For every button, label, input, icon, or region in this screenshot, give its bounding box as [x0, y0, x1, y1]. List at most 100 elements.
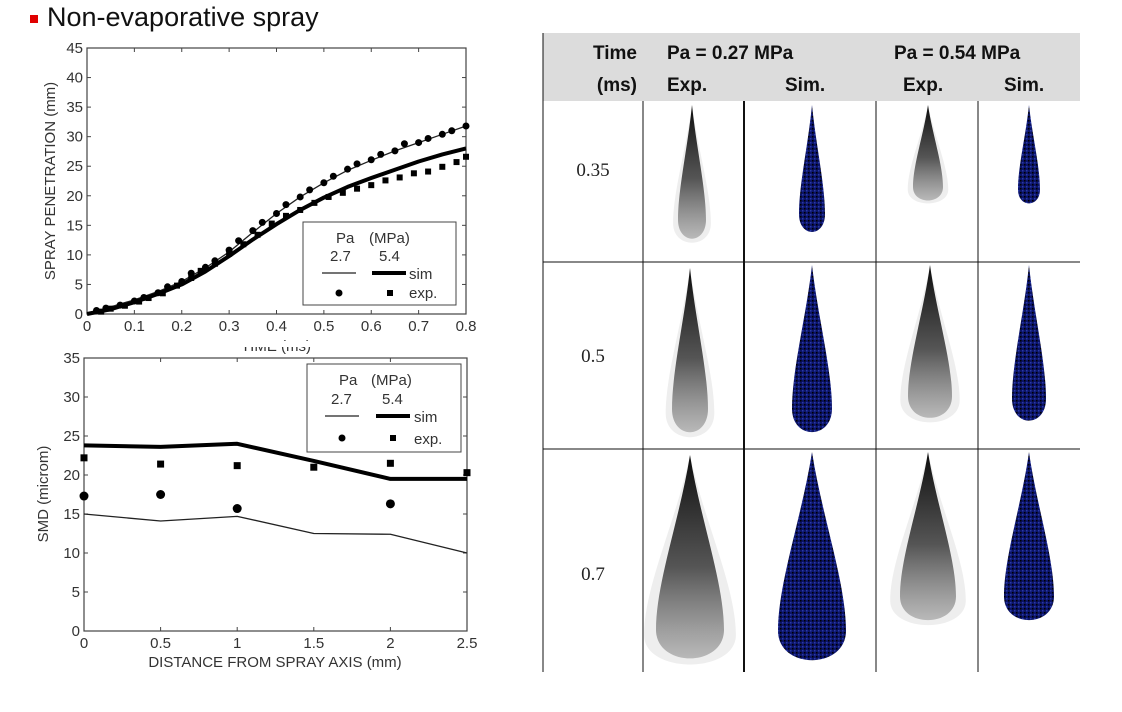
x-tick-label: 1 [233, 635, 241, 652]
data-point-exp-5-4 [121, 302, 128, 309]
data-point-exp-5-4 [157, 460, 165, 468]
data-point-exp-5-4 [310, 463, 318, 471]
header-group-0.54: Pa = 0.54 MPa [894, 43, 1021, 64]
legend: Pa (MPa) 2.7 5.4 sim exp. [306, 363, 462, 453]
data-point-exp-5-4 [325, 193, 332, 200]
data-point-exp-5-4 [311, 199, 318, 206]
data-point-exp-2-7 [448, 127, 456, 135]
data-point-exp-5-4 [354, 185, 361, 192]
y-tick-label: 30 [63, 389, 80, 406]
x-tick-label: 0.1 [124, 318, 145, 335]
data-point-exp-2-7 [353, 160, 361, 168]
header-group-0.27: Pa = 0.27 MPa [667, 43, 794, 64]
data-point-exp-2-7 [156, 490, 166, 499]
sim-spray-image [1004, 452, 1054, 621]
data-point-exp-5-4 [282, 212, 289, 219]
data-point-exp-2-7 [329, 172, 337, 180]
data-point-exp-2-7 [296, 193, 304, 201]
series-line-sim-2-7 [83, 513, 468, 554]
data-point-exp-5-4 [368, 182, 375, 189]
exp-spray-image [908, 265, 952, 418]
data-point-exp-5-4 [233, 462, 241, 470]
data-point-exp-2-7 [424, 134, 432, 142]
data-point-exp-2-7 [377, 150, 385, 158]
sim-spray-image [778, 452, 846, 661]
x-tick-label: 0.2 [171, 318, 192, 335]
data-point-exp-2-7 [462, 122, 470, 130]
x-tick-label: 0.7 [408, 318, 429, 335]
data-point-exp-5-4 [145, 295, 152, 302]
data-point-exp-5-4 [297, 206, 304, 213]
data-point-exp-2-7 [282, 201, 290, 209]
y-tick-label: 15 [63, 506, 80, 523]
y-tick-label: 25 [66, 158, 83, 175]
spray-image-table: Time (ms) Pa = 0.27 MPa Pa = 0.54 MPa Ex… [542, 33, 1080, 672]
y-axis-label: SPRAY PENETRATION (mm) [42, 82, 59, 280]
exp-spray-image [672, 268, 708, 433]
data-point-exp-5-4 [174, 282, 181, 289]
data-point-exp-2-7 [438, 130, 446, 138]
table-header [543, 33, 1080, 101]
sim-spray-image [1012, 265, 1046, 421]
y-tick-label: 35 [66, 99, 83, 116]
sim-spray-image [1018, 105, 1040, 204]
legend: Pa (MPa) 2.7 5.4 sim exp. [302, 221, 457, 306]
data-point-exp-2-7 [79, 491, 89, 501]
y-tick-label: 0 [75, 306, 83, 323]
y-axis-label: SMD (microm) [35, 446, 52, 543]
data-point-exp-5-4 [136, 298, 143, 305]
legend-col2: 5.4 [379, 248, 400, 265]
x-tick-label: 2.5 [457, 635, 478, 652]
data-point-exp-2-7 [306, 186, 314, 194]
data-point-exp-5-4 [80, 454, 88, 462]
data-point-exp-5-4 [159, 290, 166, 297]
x-tick-label: 0 [80, 635, 88, 652]
x-tick-label: 0.4 [266, 318, 287, 335]
y-tick-label: 45 [66, 40, 83, 57]
data-point-exp-2-7 [415, 139, 423, 147]
series-line-sim-5-4 [83, 441, 467, 481]
y-tick-label: 20 [66, 188, 83, 205]
legend-col1: 2.7 [330, 248, 351, 265]
x-tick-label: 0.6 [361, 318, 382, 335]
data-point-exp-5-4 [439, 163, 446, 170]
y-tick-label: 30 [66, 129, 83, 146]
legend-exp: exp. [409, 285, 437, 302]
legend-sim: sim [409, 266, 432, 283]
data-point-exp-5-4 [226, 250, 233, 257]
slide-title: Non-evaporative spray [30, 2, 319, 33]
slide-title-text: Non-evaporative spray [47, 2, 319, 32]
data-point-exp-5-4 [453, 159, 460, 166]
exp-spray-image [678, 105, 706, 239]
data-point-exp-5-4 [339, 189, 346, 196]
data-point-exp-5-4 [254, 231, 261, 238]
data-point-exp-2-7 [164, 283, 172, 291]
x-tick-label: 1.5 [303, 635, 324, 652]
data-point-exp-2-7 [344, 165, 352, 173]
data-point-exp-5-4 [386, 459, 394, 467]
header-sim-2: Sim. [1004, 75, 1044, 96]
data-point-exp-5-4 [188, 274, 195, 281]
legend-unit: (MPa) [371, 372, 412, 389]
x-tick-label: 0.3 [219, 318, 240, 335]
legend-col1: 2.7 [331, 391, 352, 408]
y-tick-label: 15 [66, 217, 83, 234]
y-tick-label: 25 [63, 428, 80, 445]
data-point-exp-5-4 [425, 168, 432, 175]
data-point-exp-2-7 [391, 147, 399, 155]
x-tick-label: 2 [386, 635, 394, 652]
x-tick-label: 0.8 [456, 318, 477, 335]
data-point-exp-2-7 [273, 210, 280, 218]
legend-symbol: Pa [336, 230, 355, 247]
data-point-exp-5-4 [98, 308, 105, 315]
sim-spray-image [799, 105, 825, 233]
data-point-exp-5-4 [396, 174, 403, 181]
legend-exp: exp. [414, 431, 442, 448]
legend-unit: (MPa) [369, 230, 410, 247]
data-point-exp-5-4 [211, 260, 218, 267]
x-tick-label: 0.5 [150, 635, 171, 652]
header-time-unit: (ms) [597, 75, 637, 96]
data-point-exp-5-4 [382, 177, 389, 184]
